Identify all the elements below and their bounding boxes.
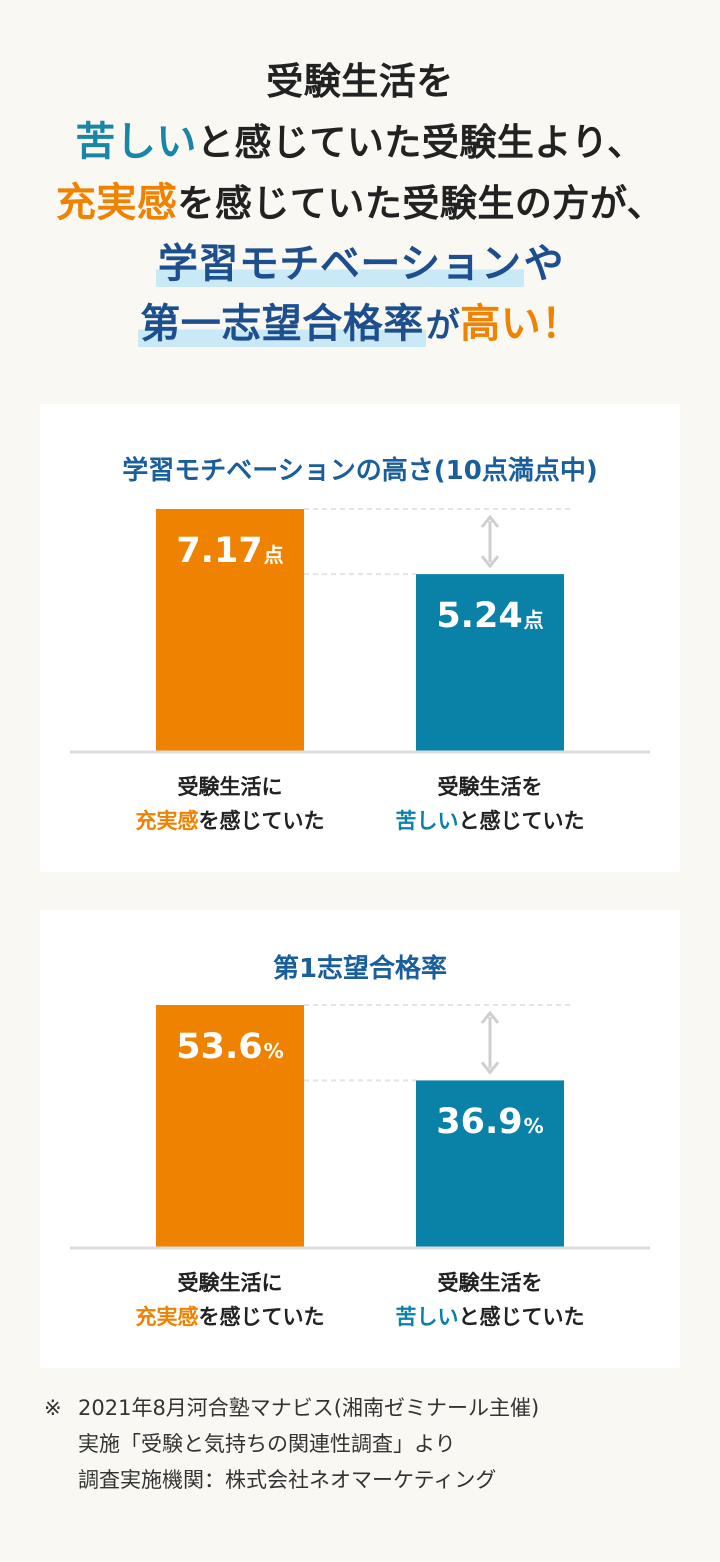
- headline-kurushii: 苦しい: [75, 119, 197, 165]
- bar: [156, 509, 304, 751]
- bar: [156, 1005, 304, 1247]
- headline-line-2: 苦しいと感じていた受験生より、: [0, 112, 720, 173]
- footnote-line: 2021年8月河合塾マナビス(湘南ゼミナール主催): [78, 1396, 540, 1420]
- footnote-mark: ※: [44, 1396, 62, 1420]
- pass-rate-chart-card: 第1志望合格率 53.6% 36.9% 受験生活に 充実感を感じていた 受験生活…: [40, 910, 680, 1368]
- bar: [416, 574, 564, 751]
- headline-motivation: 学習モチベーション: [155, 241, 524, 287]
- category-label: 受験生活に 充実感を感じていた: [135, 775, 325, 833]
- bar-value-label: 7.17点: [176, 531, 284, 571]
- chart-title: 第1志望合格率: [272, 954, 448, 984]
- category-label: 受験生活を 苦しいと感じていた: [395, 1271, 585, 1329]
- headline-line-1: 受験生活を: [266, 60, 454, 103]
- footnote-line: 実施「受験と気持ちの関連性調査」より: [78, 1432, 456, 1456]
- category-label: 受験生活に 充実感を感じていた: [135, 1271, 325, 1329]
- headline-line-5-mid: が: [425, 306, 461, 346]
- difference-arrow-head-up: [480, 514, 500, 528]
- headline-line-3: 充実感を感じていた受験生の方が、: [0, 173, 720, 234]
- bar-value-label: 53.6%: [176, 1027, 284, 1067]
- motivation-chart-card: 学習モチベーションの高さ(10点満点中) 7.17点 5.24点 受験生活に 充…: [40, 404, 680, 872]
- headline-line-3-rest: を感じていた受験生の方が、: [177, 182, 665, 225]
- headline-takai: 高い！: [460, 301, 582, 347]
- headline-line-2-rest: と感じていた受験生より、: [196, 121, 645, 164]
- bar: [416, 1080, 564, 1247]
- difference-arrow-head-down: [480, 555, 500, 569]
- chart-title: 学習モチベーションの高さ(10点満点中): [122, 456, 598, 486]
- headline-jujitsukan: 充実感: [55, 180, 178, 226]
- motivation-bar-chart: [70, 508, 650, 754]
- headline-line-4: 学習モチベーションや: [0, 234, 720, 294]
- footnote-line: 調査実施機関：株式会社ネオマーケティング: [78, 1468, 497, 1492]
- difference-arrow-head-up: [480, 1010, 500, 1024]
- pass-rate-bar-chart: [70, 1004, 650, 1250]
- headline-line-5: 第一志望合格率が高い！: [0, 294, 720, 356]
- category-label: 受験生活を 苦しいと感じていた: [395, 775, 585, 833]
- bar-value-label: 5.24点: [436, 596, 544, 637]
- headline-pass-rate: 第一志望合格率: [138, 301, 426, 347]
- bar-value-label: 36.9%: [436, 1102, 544, 1143]
- headline-line-4-rest: や: [523, 241, 565, 287]
- difference-arrow-head-down: [480, 1061, 500, 1075]
- footnote: ※ 2021年8月河合塾マナビス(湘南ゼミナール主催) 実施「受験と気持ちの関連…: [44, 1390, 694, 1498]
- headline: 受験生活を 苦しいと感じていた受験生より、 充実感を感じていた受験生の方が、 学…: [0, 52, 720, 356]
